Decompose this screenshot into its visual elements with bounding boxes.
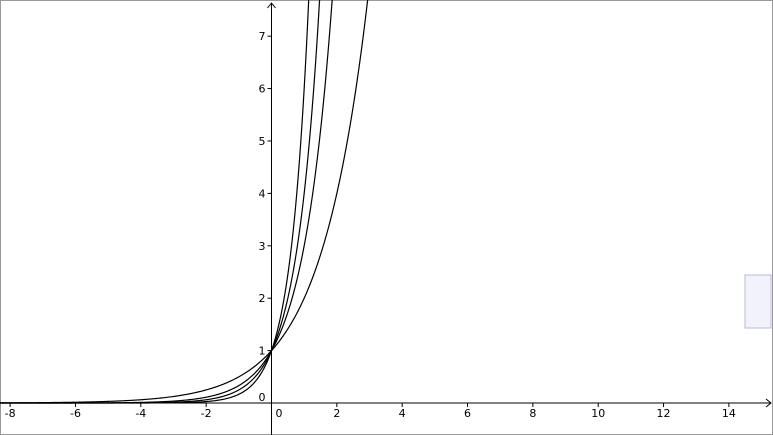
x-tick-label: 8 — [529, 407, 536, 420]
x-tick-label: -4 — [135, 407, 146, 420]
x-axis-arrow — [765, 398, 772, 408]
x-tick-label: 14 — [722, 407, 736, 420]
y-tick-label: 4 — [258, 187, 265, 200]
x-tick-label: 2 — [333, 407, 340, 420]
x-tick-label: -8 — [5, 407, 16, 420]
y-tick-label: 2 — [258, 292, 265, 305]
x-tick-label: 6 — [464, 407, 471, 420]
x-tick-label: 0 — [275, 407, 282, 420]
y-tick-label: 3 — [258, 240, 265, 253]
function-curve — [0, 0, 310, 404]
x-tick-label: -2 — [201, 407, 212, 420]
y-tick-label: 0 — [258, 391, 265, 404]
y-axis-arrow — [267, 2, 276, 9]
y-tick-label: 5 — [258, 135, 265, 148]
side-panel-handle[interactable] — [744, 274, 772, 329]
y-tick-label: 6 — [258, 83, 265, 96]
y-tick-label: 7 — [258, 30, 265, 43]
x-tick-label: 12 — [657, 407, 671, 420]
x-tick-label: 10 — [591, 407, 605, 420]
x-tick-label: -6 — [70, 407, 81, 420]
y-tick-label: 1 — [258, 345, 265, 358]
x-tick-label: 4 — [399, 407, 406, 420]
